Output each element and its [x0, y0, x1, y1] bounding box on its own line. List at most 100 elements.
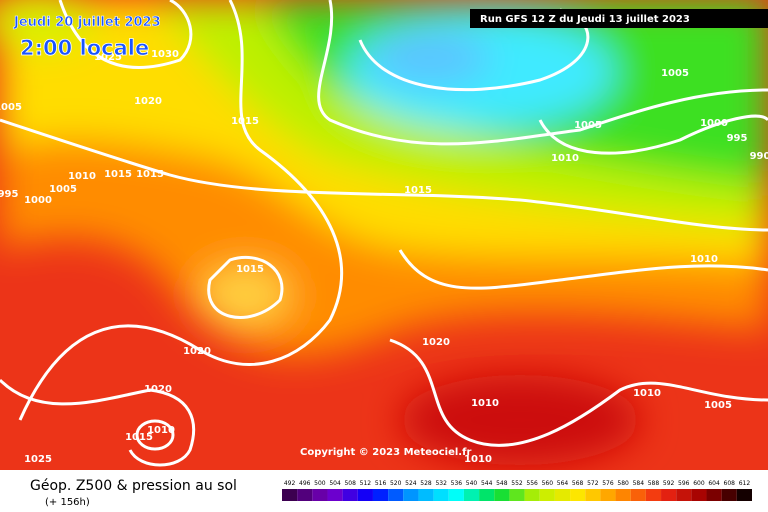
time: 2:00 locale: [20, 36, 149, 60]
scale-swatch: [676, 489, 692, 501]
isobar-label: 1015: [104, 169, 132, 180]
scale-swatch: [403, 489, 419, 501]
isobar-label: 1010: [471, 398, 499, 409]
scale-swatch: [600, 489, 616, 501]
scale-label: 592: [663, 480, 675, 487]
isobar-label: 1005: [49, 184, 77, 195]
scale-swatch: [615, 489, 631, 501]
scale-label: 536: [451, 480, 463, 487]
scale-swatch: [554, 489, 571, 501]
isobar: [207, 255, 284, 319]
isobar-label: 1030: [151, 49, 179, 60]
isobar: [538, 114, 768, 155]
scale-label: 508: [344, 480, 356, 487]
scale-label: 564: [557, 480, 569, 487]
scale-label: 492: [284, 480, 296, 487]
geopotential-field: [0, 0, 768, 470]
scale-swatch: [661, 489, 677, 501]
legend-lead: (+ 156h): [45, 497, 90, 508]
isobar-label: 990: [750, 151, 768, 162]
isobar-label: 1005: [661, 68, 689, 79]
isobar: [317, 0, 768, 146]
scale-label: 548: [496, 480, 508, 487]
scale-swatch: [721, 489, 737, 501]
isobar-label: 1005: [574, 120, 602, 131]
scale-label: 560: [542, 480, 554, 487]
scale-label: 568: [572, 480, 584, 487]
isobar: [358, 8, 590, 92]
scale-label: 588: [648, 480, 660, 487]
isobar-label: 1000: [700, 118, 728, 129]
isobar-label: 1010: [147, 425, 175, 436]
scale-label: 512: [360, 480, 372, 487]
isobar-label: 1010: [690, 254, 718, 265]
isobar-label: 1015: [404, 185, 432, 196]
run-box: [470, 9, 768, 28]
scale-swatch: [706, 489, 722, 501]
scale-swatch: [463, 489, 480, 501]
isobar: [0, 378, 196, 467]
scale-label: 500: [314, 480, 326, 487]
isobar-label: 1020: [422, 337, 450, 348]
scale-label: 580: [617, 480, 629, 487]
scale-swatch: [645, 489, 662, 501]
scale-label: 604: [708, 480, 720, 487]
isobar-label: 1015: [136, 169, 164, 180]
scale-swatch: [342, 489, 358, 501]
isobar-label: 995: [727, 133, 748, 144]
copyright: Copyright © 2023 Meteociel.fr: [300, 447, 471, 458]
scale-label: 596: [678, 480, 690, 487]
run-info: Run GFS 12 Z du Jeudi 13 juillet 2023: [480, 14, 690, 25]
isobar-label: 1010: [464, 454, 492, 465]
scale-swatch: [479, 489, 495, 501]
scale-swatch: [388, 489, 404, 501]
isobar: [58, 0, 193, 69]
scale-label: 540: [466, 480, 478, 487]
isobar-label: 1020: [144, 384, 172, 395]
legend-title: Géop. Z500 & pression au sol: [30, 478, 237, 494]
isobar-label: 1010: [551, 153, 579, 164]
scale-label: 532: [435, 480, 447, 487]
scale-swatch: [357, 489, 373, 501]
isobar-label: 1005: [0, 102, 22, 113]
scale-swatch: [433, 489, 449, 501]
scale-label: 612: [739, 480, 751, 487]
scale-label: 556: [526, 480, 538, 487]
scale-swatch: [297, 489, 313, 501]
scale-swatch: [448, 489, 464, 501]
isobar-label: 1010: [68, 171, 96, 182]
scale-swatch: [539, 489, 555, 501]
isobar-label: 1025: [24, 454, 52, 465]
isobar: [389, 338, 768, 447]
isobar-label: 1020: [134, 96, 162, 107]
date: Jeudi 20 juillet 2023: [13, 15, 161, 30]
scale-swatch: [630, 489, 646, 501]
isobar-labels: 1025103010201005101510101015101510059951…: [0, 49, 768, 465]
scale-label: 496: [299, 480, 311, 487]
scale-swatch: [585, 489, 601, 501]
scale-label: 608: [724, 480, 736, 487]
scale-swatch: [524, 489, 540, 501]
isobar-label: 995: [0, 189, 18, 200]
scale-swatch: [418, 489, 434, 501]
scale-label: 576: [602, 480, 614, 487]
scale-label: 504: [329, 480, 341, 487]
isobar-label: 1000: [24, 195, 52, 206]
scale-label: 552: [511, 480, 523, 487]
scale-swatch: [327, 489, 343, 501]
scale-swatch: [372, 489, 389, 501]
isobars: [0, 0, 768, 467]
scale-swatch: [691, 489, 707, 501]
isobar: [0, 118, 768, 232]
scale-swatch: [312, 489, 328, 501]
scale-swatch: [509, 489, 525, 501]
scale-label: 516: [375, 480, 387, 487]
scale-label: 544: [481, 480, 493, 487]
isobar-label: 1005: [704, 400, 732, 411]
isobar: [18, 0, 344, 421]
scale-swatch: [736, 489, 752, 501]
isobar-label: 1015: [125, 432, 153, 443]
scale-label: 520: [390, 480, 402, 487]
